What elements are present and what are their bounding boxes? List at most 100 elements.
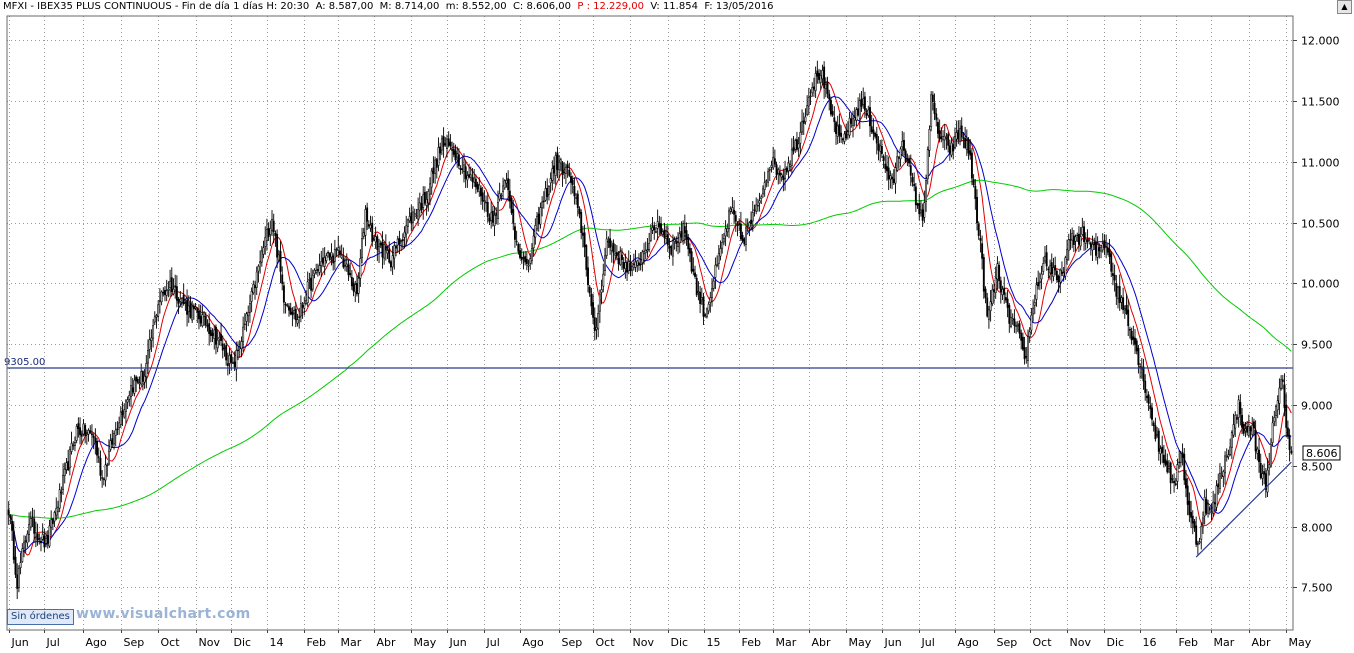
candle-body — [697, 291, 700, 293]
candle-body — [1185, 478, 1187, 489]
candle-body — [160, 291, 163, 303]
candle-body — [277, 254, 280, 261]
candle-body — [19, 562, 22, 569]
candle-body — [60, 491, 63, 494]
candle-body — [928, 128, 931, 151]
candle-body — [955, 132, 958, 140]
candle-body — [172, 288, 175, 295]
separator: - — [27, 1, 38, 12]
candle-body — [559, 159, 562, 164]
candle-body — [1229, 446, 1232, 455]
candle-body — [692, 268, 695, 272]
y-tick-label: 12.000 — [1301, 35, 1340, 48]
x-tick-label: Feb — [742, 636, 761, 649]
candle-body — [587, 267, 589, 286]
candle-body — [785, 167, 788, 173]
candle-body — [502, 185, 505, 193]
orders-status-badge[interactable]: Sin órdenes — [7, 609, 74, 625]
candle-body — [768, 169, 771, 171]
candle-body — [840, 132, 843, 137]
candle-body — [695, 277, 698, 296]
candle-body — [1219, 472, 1221, 489]
candle-body — [981, 243, 984, 259]
candle-body — [1100, 246, 1102, 252]
candle-body — [1120, 297, 1123, 303]
candle-body — [1122, 297, 1125, 310]
candle-body — [107, 450, 110, 465]
candle-body — [1179, 453, 1182, 463]
candle-body — [267, 228, 270, 237]
candle-body — [1067, 239, 1070, 251]
candle-body — [758, 200, 761, 204]
candle-body — [1242, 423, 1245, 434]
candle-body — [835, 122, 837, 135]
candle-body — [751, 212, 754, 222]
candle-body — [1246, 425, 1249, 433]
candle-body — [124, 400, 127, 413]
candle-body — [46, 535, 49, 544]
candle-body — [24, 540, 27, 542]
candle-body — [315, 270, 318, 273]
candle-body — [1215, 485, 1218, 508]
candle-body — [935, 113, 938, 120]
candle-body — [541, 201, 544, 209]
candle-body — [1088, 238, 1091, 241]
candle-body — [362, 232, 365, 237]
candle-body — [1188, 500, 1191, 516]
candle-body — [247, 312, 250, 316]
candle-body — [1232, 424, 1235, 436]
previous-value: P : 12.229,00 — [577, 1, 645, 12]
candle-body — [255, 271, 258, 288]
x-tick-label: Ago — [86, 636, 108, 649]
candle-body — [374, 236, 377, 243]
drawn-lines[interactable]: 9305.00 — [4, 357, 1293, 558]
x-tick-label: 16 — [1143, 636, 1157, 649]
candle-body — [111, 438, 114, 445]
candle-body — [607, 240, 610, 243]
candle-body — [72, 444, 75, 447]
candle-body — [762, 188, 764, 195]
candle-body — [308, 279, 311, 281]
candle-body — [702, 297, 705, 317]
candle-body — [829, 100, 832, 115]
candle-body — [967, 139, 970, 154]
candle-body — [320, 261, 323, 266]
separator: - — [171, 1, 182, 12]
candle-body — [396, 238, 399, 246]
candle-body — [544, 188, 547, 201]
candle-body — [1157, 430, 1160, 452]
candle-body — [400, 240, 403, 242]
y-tick-label: 9.500 — [1301, 339, 1333, 352]
candle-body — [733, 209, 736, 215]
candle-body — [1151, 407, 1153, 420]
candle-body — [437, 147, 440, 166]
candle-body — [877, 143, 880, 151]
candle-body — [638, 262, 640, 266]
candle-body — [1210, 511, 1213, 513]
candle-body — [298, 316, 301, 318]
candle-body — [824, 84, 827, 89]
scroll-up-arrow-icon[interactable]: ▲ — [1337, 0, 1352, 14]
candle-body — [432, 167, 435, 174]
candle-body — [1061, 272, 1063, 274]
candle-body — [821, 70, 824, 80]
candle-body — [903, 140, 905, 151]
x-tick-label: Sep — [124, 636, 145, 649]
candle-body — [811, 87, 814, 94]
instrument-name: IBEX35 PLUS CONTINUOUS — [37, 1, 172, 12]
candle-body — [254, 285, 256, 289]
candle-body — [994, 277, 997, 294]
trend-line[interactable] — [1195, 461, 1292, 558]
candle-body — [1079, 236, 1082, 247]
candle-body — [128, 395, 131, 400]
candle-body — [583, 232, 586, 248]
candle-body — [1018, 323, 1021, 334]
candle-body — [728, 210, 730, 230]
candle-body — [1125, 304, 1128, 314]
candle-body — [998, 265, 1001, 282]
candle-body — [38, 538, 41, 540]
x-tick-label: May — [1289, 636, 1312, 649]
candle-body — [345, 263, 348, 267]
